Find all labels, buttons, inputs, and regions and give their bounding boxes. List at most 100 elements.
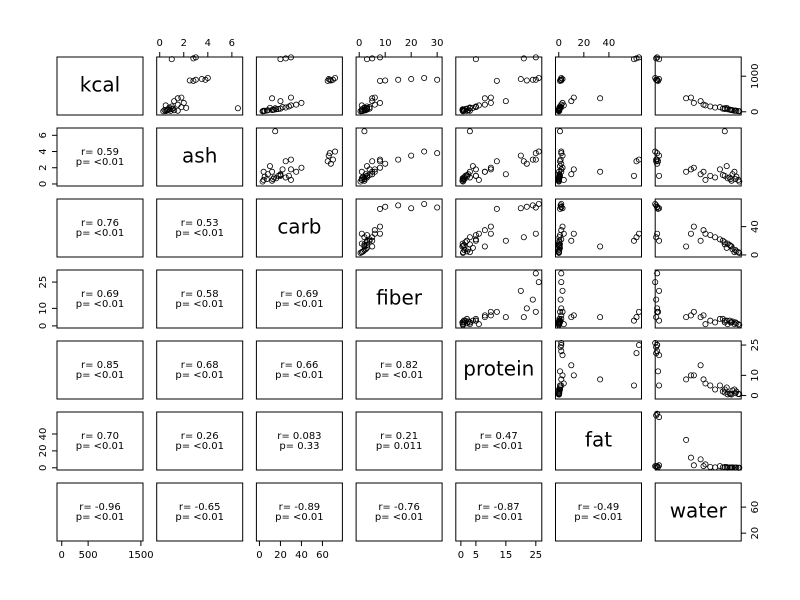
point (654, 204, 661, 211)
point (719, 172, 726, 179)
point (558, 168, 565, 175)
correlation-p: p= 0.33 (279, 441, 319, 452)
variable-name: ash (182, 144, 217, 168)
panel (654, 56, 742, 116)
point (466, 128, 473, 135)
point (472, 237, 479, 244)
correlation-r: r= -0.89 (279, 502, 321, 513)
point (493, 158, 500, 165)
point (259, 178, 266, 185)
x-tick-label: 0 (356, 38, 362, 49)
y-tick-label: 10 (38, 302, 49, 315)
point (656, 56, 663, 63)
correlation-p: p= <0.01 (375, 370, 424, 381)
point (723, 244, 730, 251)
point (469, 317, 476, 324)
point (731, 168, 738, 175)
point (421, 74, 428, 81)
point (700, 312, 707, 319)
point (702, 176, 709, 183)
point (556, 386, 563, 393)
point (371, 94, 378, 101)
point (279, 104, 286, 111)
point (559, 205, 566, 212)
point (702, 380, 709, 387)
point (287, 166, 294, 173)
point (377, 223, 384, 230)
point (174, 95, 181, 102)
correlation-r: r= 0.70 (81, 431, 119, 442)
panel (255, 56, 343, 116)
point (558, 348, 565, 355)
point (655, 463, 662, 470)
point (557, 368, 564, 375)
correlation-p: p= <0.01 (175, 299, 224, 310)
point (736, 322, 743, 329)
x-tick-label: 40 (295, 550, 308, 561)
point (487, 223, 494, 230)
point (532, 150, 539, 157)
point (654, 463, 661, 470)
point (558, 166, 565, 173)
point (487, 94, 494, 101)
panel (156, 56, 244, 116)
point (282, 104, 289, 111)
point (687, 454, 694, 461)
point (654, 230, 661, 237)
y-tick-label: 0 (750, 392, 761, 398)
point (472, 172, 479, 179)
point (702, 461, 709, 468)
point (277, 171, 284, 178)
point (481, 95, 488, 102)
point (716, 382, 723, 389)
point (707, 382, 714, 389)
point (171, 98, 178, 105)
point (369, 243, 376, 250)
point (568, 98, 575, 105)
point (690, 372, 697, 379)
correlation-r: r= 0.82 (380, 360, 418, 371)
point (655, 158, 662, 165)
correlation-r: r= 0.26 (181, 431, 219, 442)
point (332, 74, 339, 81)
point (466, 104, 473, 111)
x-tick-label: 15 (499, 550, 512, 561)
point (716, 236, 723, 243)
point (721, 239, 728, 246)
point (487, 312, 494, 319)
point (736, 108, 743, 115)
correlation-r: r= -0.87 (478, 502, 520, 513)
point (556, 234, 563, 241)
point (556, 390, 563, 397)
point (382, 77, 389, 84)
point (481, 227, 488, 234)
point (654, 54, 661, 61)
point (654, 342, 661, 349)
point (690, 462, 697, 469)
point (630, 172, 637, 179)
panel (355, 340, 443, 400)
point (630, 237, 637, 244)
point (697, 98, 704, 105)
point (652, 279, 659, 286)
panel (56, 56, 144, 116)
point (558, 76, 565, 83)
point (556, 174, 563, 181)
point (183, 104, 190, 111)
point (517, 152, 524, 159)
correlation-p: p= <0.01 (76, 512, 125, 523)
point (656, 237, 663, 244)
point (556, 172, 563, 179)
correlation-r: r= 0.53 (181, 218, 219, 229)
point (395, 156, 402, 163)
correlation-p: p= <0.01 (175, 512, 224, 523)
point (371, 230, 378, 237)
panel (56, 127, 144, 187)
point (630, 317, 637, 324)
point (683, 376, 690, 383)
point (654, 308, 661, 315)
x-tick-label: 0 (256, 550, 262, 561)
panel (555, 482, 642, 542)
panel (355, 127, 443, 187)
point (487, 164, 494, 171)
